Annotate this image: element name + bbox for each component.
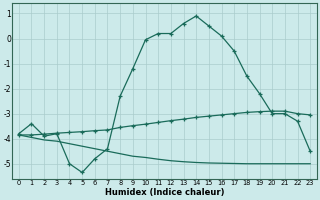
X-axis label: Humidex (Indice chaleur): Humidex (Indice chaleur) (105, 188, 224, 197)
